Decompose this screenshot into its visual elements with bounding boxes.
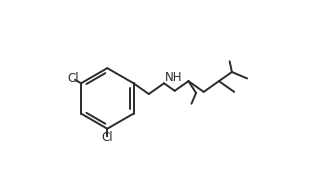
Text: Cl: Cl xyxy=(67,72,79,85)
Text: NH: NH xyxy=(164,71,182,84)
Text: Cl: Cl xyxy=(101,131,113,144)
